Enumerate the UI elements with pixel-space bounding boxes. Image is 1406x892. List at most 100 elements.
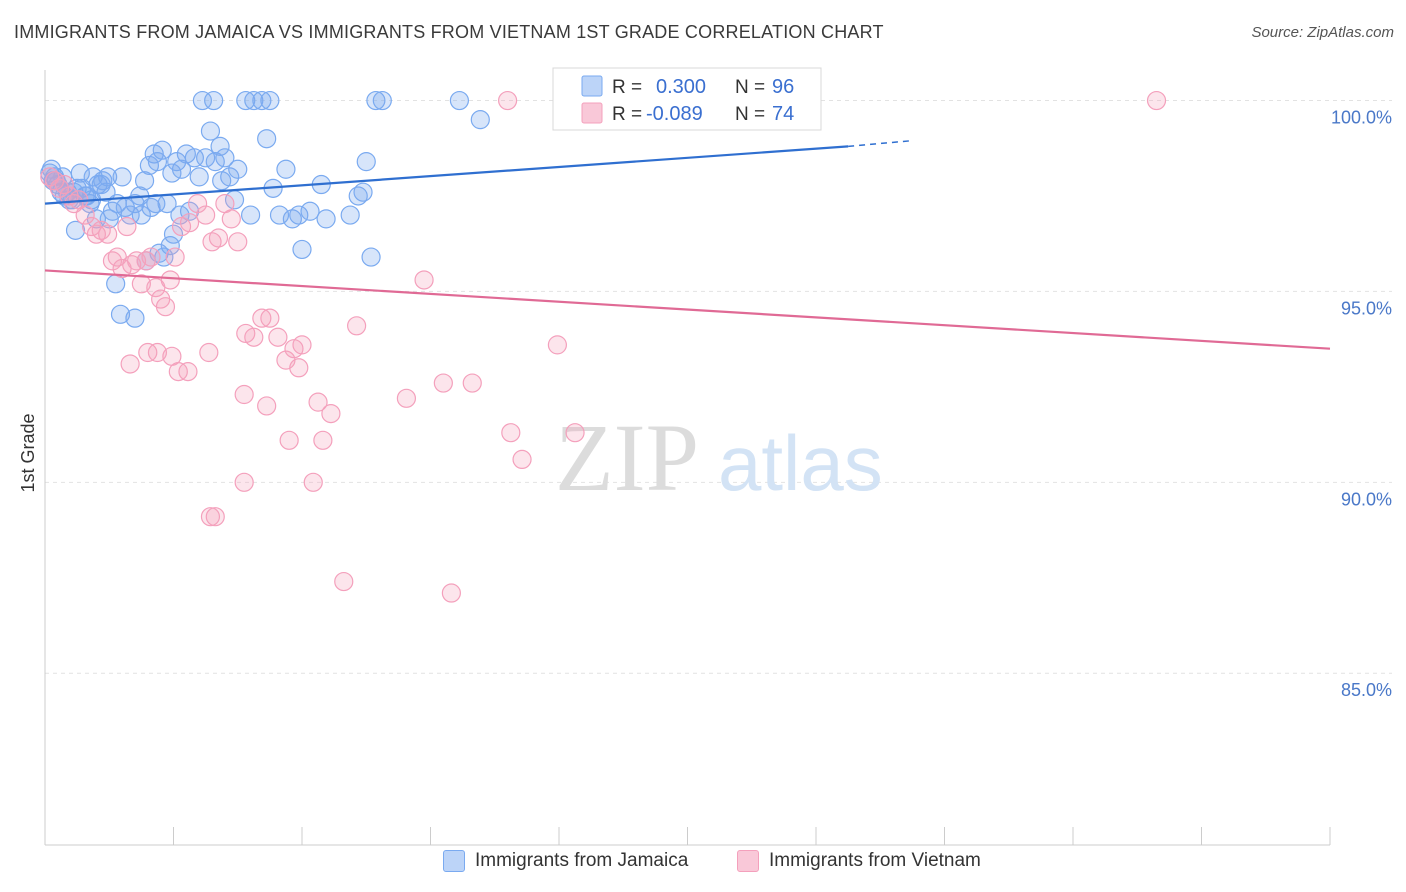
point-jamaica-80 (41, 159, 62, 179)
point-jamaica-72 (110, 304, 131, 324)
point-jamaica-54 (289, 205, 309, 225)
point-vietnam-29 (196, 205, 216, 225)
point-vietnam-64 (303, 472, 323, 492)
stats-n-label-jamaica: N = (735, 77, 765, 98)
point-vietnam-48 (178, 362, 198, 382)
point-vietnam-67 (279, 430, 299, 450)
point-vietnam-18 (131, 274, 151, 294)
point-vietnam-73 (498, 90, 518, 111)
y-tick-label-3: 100.0% (1331, 108, 1392, 128)
point-vietnam-61 (547, 335, 567, 355)
point-jamaica-77 (160, 236, 180, 256)
point-vietnam-53 (308, 392, 328, 412)
point-vietnam-34 (228, 232, 248, 252)
trendline-vietnam (44, 269, 1331, 350)
trendline-jamaica (44, 145, 849, 205)
point-vietnam-37 (252, 308, 272, 328)
y-tick-label-0: 85.0% (1341, 680, 1392, 700)
point-vietnam-17 (126, 251, 147, 271)
point-vietnam-33 (221, 209, 241, 229)
point-vietnam-55 (347, 316, 367, 336)
stats-r-value-jamaica: 0.300 (656, 76, 706, 98)
point-jamaica-35 (189, 167, 209, 187)
point-jamaica-63 (361, 247, 381, 267)
point-jamaica-18 (112, 167, 132, 187)
y-tick-label-2: 95.0% (1341, 298, 1392, 318)
stats-n-value-vietnam: 74 (772, 103, 794, 125)
point-vietnam-70 (334, 571, 354, 592)
y-tick-label-1: 90.0% (1341, 489, 1392, 509)
legend-item-vietnam: Immigrants from Vietnam (737, 850, 981, 872)
point-vietnam-23 (155, 297, 176, 317)
point-vietnam-66 (234, 472, 254, 492)
points-vietnam (40, 90, 1167, 603)
point-jamaica-93 (212, 171, 232, 191)
grid (45, 100, 1392, 674)
point-vietnam-65 (313, 430, 333, 450)
scatter-chart: ZIP atlas 85.0%90.0%95.0%100.0% 0.0%80.0… (18, 67, 1392, 846)
point-vietnam-15 (117, 216, 137, 237)
point-jamaica-29 (162, 163, 182, 183)
point-vietnam-24 (160, 270, 180, 290)
point-jamaica-43 (228, 159, 248, 179)
point-vietnam-31 (208, 228, 229, 248)
point-vietnam-44 (138, 342, 158, 363)
point-jamaica-55 (292, 239, 312, 260)
legend-swatch-vietnam (737, 850, 759, 872)
point-jamaica-45 (244, 90, 264, 111)
point-jamaica-66 (449, 90, 470, 111)
point-vietnam-25 (165, 247, 185, 267)
point-jamaica-31 (171, 159, 192, 179)
point-jamaica-49 (204, 90, 224, 111)
point-jamaica-92 (146, 194, 166, 214)
point-jamaica-52 (276, 159, 296, 179)
y-tick-labels: 85.0% 90.0% 95.0% 100.0% (1331, 108, 1392, 701)
point-jamaica-33 (179, 201, 200, 221)
bottom-legend: Immigrants from Jamaica Immigrants from … (0, 850, 1406, 880)
point-vietnam-50 (234, 384, 254, 405)
point-jamaica-68 (65, 220, 86, 240)
point-vietnam-36 (244, 327, 264, 347)
point-jamaica-37 (200, 121, 221, 141)
point-jamaica-34 (184, 148, 204, 168)
point-vietnam-7 (75, 205, 95, 225)
point-jamaica-50 (257, 129, 277, 149)
point-jamaica-90 (131, 205, 151, 225)
point-jamaica-47 (260, 90, 280, 111)
axes (44, 70, 1331, 846)
trend-lines (44, 139, 1331, 350)
stats-legend: R = 0.300 N = 96 R = -0.089 N = 74 (552, 67, 822, 131)
watermark: ZIP atlas (555, 404, 883, 511)
point-jamaica-48 (192, 90, 213, 111)
legend-label-vietnam: Immigrants from Vietnam (769, 850, 981, 871)
point-vietnam-72 (1146, 90, 1167, 111)
watermark-zip: ZIP (555, 404, 699, 511)
point-jamaica-56 (300, 201, 320, 221)
point-vietnam-69 (205, 507, 225, 527)
point-vietnam-51 (257, 396, 277, 416)
point-vietnam-43 (120, 354, 140, 374)
legend-label-jamaica: Immigrants from Jamaica (475, 850, 689, 871)
point-jamaica-20 (120, 205, 140, 225)
stats-n-label-vietnam: N = (735, 104, 765, 125)
point-jamaica-78 (163, 224, 184, 244)
point-jamaica-15 (98, 167, 118, 187)
point-vietnam-3 (54, 174, 74, 195)
point-vietnam-42 (292, 335, 312, 355)
point-jamaica-46 (252, 90, 272, 111)
point-vietnam-68 (200, 507, 221, 527)
stats-r-label-vietnam: R = (612, 104, 642, 125)
legend-swatch-jamaica (443, 850, 465, 872)
point-jamaica-36 (196, 148, 216, 168)
point-jamaica-40 (215, 148, 235, 168)
point-vietnam-71 (441, 583, 461, 603)
trendline-jamaica-dashed (848, 139, 913, 148)
legend-item-jamaica: Immigrants from Jamaica (443, 850, 688, 872)
point-jamaica-95 (269, 205, 290, 225)
point-vietnam-63 (565, 423, 585, 443)
point-vietnam-39 (268, 327, 288, 347)
point-jamaica-64 (366, 90, 386, 111)
stats-swatch-vietnam (581, 102, 603, 124)
source-label: Source: ZipAtlas.com (1251, 24, 1394, 41)
point-jamaica-67 (470, 110, 490, 130)
